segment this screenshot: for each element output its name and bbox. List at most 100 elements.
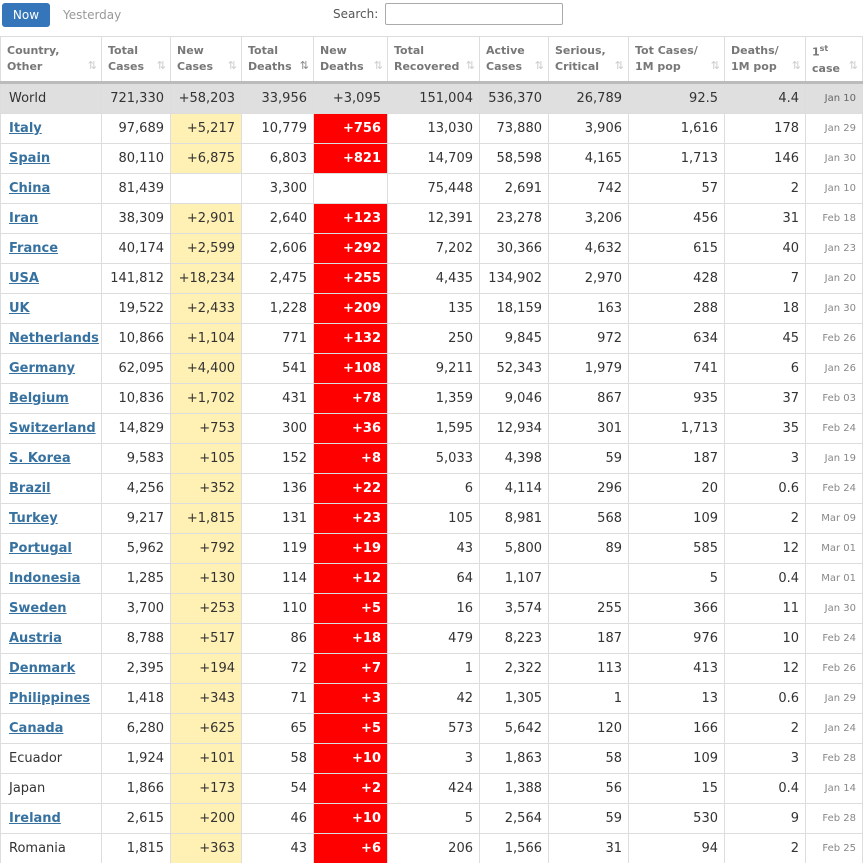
table-cell: 134,902 (479, 263, 549, 294)
table-cell: 615 (628, 233, 725, 264)
country-link[interactable]: S. Korea (9, 451, 71, 466)
table-cell: 6 (387, 473, 480, 504)
column-header[interactable]: Total Deaths (241, 36, 314, 84)
table-cell (548, 563, 629, 594)
country-link[interactable]: Canada (9, 721, 64, 736)
country-link[interactable]: Spain (9, 151, 51, 166)
header-top: Total (394, 44, 425, 57)
table-cell: 935 (628, 383, 725, 414)
country-link[interactable]: Italy (9, 121, 42, 136)
column-header[interactable]: Country, Other (0, 36, 102, 84)
table-cell: 972 (548, 323, 629, 354)
country-link[interactable]: Belgium (9, 391, 69, 406)
table-cell: 18 (724, 293, 806, 324)
country-link[interactable]: Germany (9, 361, 75, 376)
table-cell: 530 (628, 803, 725, 834)
table-cell: 1,285 (101, 563, 171, 594)
table-cell (170, 173, 242, 204)
header-bottom: Cases (108, 60, 145, 73)
table-row: Austria 8,788 +517 86 +18 479 8,223 187 976 10 Feb… (0, 623, 863, 654)
table-cell: 72 (241, 653, 314, 684)
header-top: Serious, (555, 44, 606, 57)
column-header[interactable]: Deaths/1M pop (724, 36, 806, 84)
table-cell: Jan 19 (805, 443, 863, 474)
column-header[interactable]: New Deaths (313, 36, 388, 84)
country-link[interactable]: Sweden (9, 601, 67, 616)
table-cell: 255 (548, 593, 629, 624)
table-cell: 5 (387, 803, 480, 834)
table-cell: Brazil (0, 473, 102, 504)
country-link[interactable]: UK (9, 301, 30, 316)
table-cell: Romania (0, 833, 102, 863)
toolbar: Now Yesterday Search: (0, 0, 863, 36)
table-cell: 7,202 (387, 233, 480, 264)
table-cell: Jan 20 (805, 263, 863, 294)
table-row: Denmark 2,395 +194 72 +7 1 2,322 113 413 12 Feb 26 (0, 653, 863, 684)
country-link[interactable]: Portugal (9, 541, 72, 556)
table-cell: 18,159 (479, 293, 549, 324)
table-cell: 4,435 (387, 263, 480, 294)
country-link[interactable]: Switzerland (9, 421, 96, 436)
table-cell: +2,599 (170, 233, 242, 264)
table-cell: Denmark (0, 653, 102, 684)
table-cell: 30,366 (479, 233, 549, 264)
table-cell: +173 (170, 773, 242, 804)
country-link[interactable]: Indonesia (9, 571, 81, 586)
country-link[interactable]: China (9, 181, 51, 196)
table-row: USA 141,812 +18,234 2,475 +255 4,435 134,902 2,… (0, 263, 863, 294)
table-row: Germany 62,095 +4,400 541 +108 9,211 52,343 1,9… (0, 353, 863, 384)
column-header[interactable]: 1st case (805, 36, 863, 84)
tab-yesterday[interactable]: Yesterday (63, 8, 122, 22)
table-cell: 2,606 (241, 233, 314, 264)
table-cell: 3,300 (241, 173, 314, 204)
table-cell: +792 (170, 533, 242, 564)
table-cell: Feb 28 (805, 803, 863, 834)
search-input[interactable] (385, 3, 563, 25)
table-cell: Japan (0, 773, 102, 804)
table-cell: Jan 26 (805, 353, 863, 384)
table-cell: 634 (628, 323, 725, 354)
table-cell: Belgium (0, 383, 102, 414)
country-link[interactable]: Turkey (9, 511, 58, 526)
column-header[interactable]: Total Cases (101, 36, 171, 84)
table-cell: 413 (628, 653, 725, 684)
table-cell: 585 (628, 533, 725, 564)
table-cell: 14,829 (101, 413, 171, 444)
column-header[interactable]: Total Recovered (387, 36, 480, 84)
table-cell: +108 (313, 353, 388, 384)
table-cell: Portugal (0, 533, 102, 564)
table-cell: 4.4 (724, 82, 806, 114)
tab-now[interactable]: Now (2, 3, 50, 27)
country-link[interactable]: Philippines (9, 691, 91, 706)
country-link[interactable]: Brazil (9, 481, 51, 496)
table-cell: Feb 24 (805, 413, 863, 444)
header-top: Total (108, 44, 139, 57)
table-cell: 1,418 (101, 683, 171, 714)
table-cell: Jan 30 (805, 143, 863, 174)
table-cell: 2,691 (479, 173, 549, 204)
country-link[interactable]: Ireland (9, 811, 61, 826)
table-cell: 5 (628, 563, 725, 594)
table-cell: 58 (548, 743, 629, 774)
header-bottom: Cases (486, 60, 523, 73)
table-cell: Jan 23 (805, 233, 863, 264)
column-header[interactable]: Active Cases (479, 36, 549, 84)
table-cell: +18,234 (170, 263, 242, 294)
country-link[interactable]: Netherlands (9, 331, 99, 346)
table-cell: Feb 26 (805, 323, 863, 354)
table-cell: 2,395 (101, 653, 171, 684)
table-cell: +1,702 (170, 383, 242, 414)
table-cell: +3 (313, 683, 388, 714)
country-link[interactable]: Denmark (9, 661, 76, 676)
column-header[interactable]: Serious, Critical (548, 36, 629, 84)
table-cell: 31 (548, 833, 629, 863)
column-header[interactable]: New Cases (170, 36, 242, 84)
table-cell: 59 (548, 443, 629, 474)
column-header[interactable]: Tot Cases/1M pop (628, 36, 725, 84)
country-link[interactable]: USA (9, 271, 39, 286)
country-link[interactable]: Austria (9, 631, 62, 646)
country-link[interactable]: France (9, 241, 59, 256)
country-link[interactable]: Iran (9, 211, 39, 226)
table-cell: 10,836 (101, 383, 171, 414)
table-row: Italy 97,689 +5,217 10,779 +756 13,030 73,880 3… (0, 113, 863, 144)
